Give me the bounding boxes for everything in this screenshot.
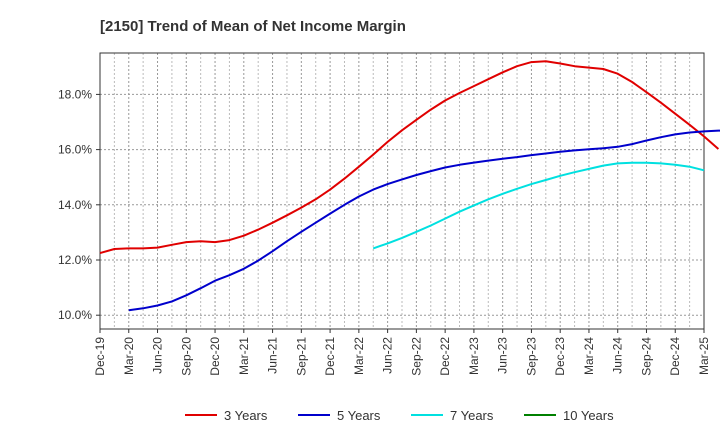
x-tick-label: Sep-21: [294, 337, 308, 376]
x-tick-label: Dec-22: [438, 337, 452, 376]
x-tick-label: Jun-24: [611, 337, 625, 374]
y-axis: 10.0% 12.0% 14.0% 16.0% 18.0%: [58, 87, 100, 322]
series-line-3-years: [99, 60, 720, 255]
x-tick-label: Sep-24: [639, 337, 653, 376]
x-tick-label: Sep-22: [409, 337, 423, 376]
x-tick-label: Jun-21: [266, 337, 280, 374]
series-lines: [99, 60, 720, 312]
y-tick-label: 12.0%: [58, 253, 92, 267]
x-tick-label: Jun-22: [381, 337, 395, 374]
x-tick-label: Dec-21: [323, 337, 337, 376]
x-tick-label: Sep-23: [524, 337, 538, 376]
series-line-7-years: [372, 161, 705, 250]
y-tick-label: 18.0%: [58, 87, 92, 101]
y-tick-label: 16.0%: [58, 143, 92, 157]
legend-label: 5 Years: [337, 408, 381, 423]
x-tick-label: Mar-20: [122, 337, 136, 375]
x-tick-label: Sep-20: [179, 337, 193, 376]
x-tick-label: Mar-21: [237, 337, 251, 375]
grid: [100, 53, 704, 329]
x-tick-label: Mar-25: [697, 337, 711, 375]
series-line-5-years: [128, 129, 720, 312]
legend-label: 10 Years: [563, 408, 614, 423]
x-tick-label: Mar-23: [467, 337, 481, 375]
legend: 3 Years 5 Years 7 Years 10 Years: [185, 408, 614, 423]
x-tick-label: Dec-19: [93, 337, 107, 376]
x-tick-label: Jun-20: [151, 337, 165, 374]
x-tick-label: Mar-24: [582, 337, 596, 375]
y-tick-label: 10.0%: [58, 308, 92, 322]
x-tick-label: Dec-23: [553, 337, 567, 376]
chart-title: [2150] Trend of Mean of Net Income Margi…: [100, 18, 406, 35]
y-tick-label: 14.0%: [58, 198, 92, 212]
x-tick-label: Dec-20: [208, 337, 222, 376]
x-tick-label: Mar-22: [352, 337, 366, 375]
x-tick-label: Dec-24: [668, 337, 682, 376]
plot-area: [99, 52, 705, 330]
x-tick-label: Jun-23: [496, 337, 510, 374]
x-axis: Dec-19 Mar-20 Jun-20 Sep-20 Dec-20 Mar-21 Jun-…: [93, 329, 711, 376]
legend-label: 3 Years: [224, 408, 268, 423]
legend-label: 7 Years: [450, 408, 494, 423]
